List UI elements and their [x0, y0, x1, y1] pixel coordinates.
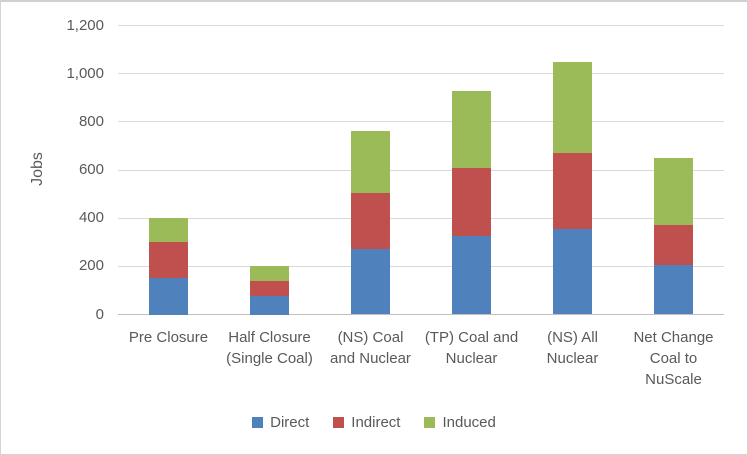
x-category-label-line: (Single Coal) [226, 350, 313, 367]
bar-segment-tp-coal-and-nuclear-direct [452, 236, 491, 315]
bar-segment-half-closure-single-coal-induced [250, 266, 289, 281]
x-category-label-line: Net Change [633, 329, 714, 346]
legend: Direct Indirect Induced [1, 414, 747, 431]
x-category-label-tp-coal-and-nuclear: (TP) Coal and Nuclear [417, 327, 527, 369]
y-tick-label: 400 [78, 209, 104, 227]
x-category-label-line: Coal to [649, 350, 698, 367]
bar-segment-half-closure-single-coal-direct [250, 296, 289, 315]
bar-segment-ns-all-nuclear-direct [553, 229, 592, 315]
bar-segment-ns-all-nuclear-indirect [553, 153, 592, 229]
x-category-label-pre-closure: Pre Closure [114, 327, 224, 348]
bar-segment-tp-coal-and-nuclear-indirect [452, 167, 491, 237]
bar-segment-net-change-coal-to-nuscale-induced [654, 157, 693, 226]
bar-segment-ns-coal-and-nuclear-induced [351, 131, 390, 193]
x-category-label-line: Nuclear [445, 350, 498, 367]
bar-segment-tp-coal-and-nuclear-induced [452, 90, 491, 168]
legend-item-direct: Direct [252, 414, 309, 431]
legend-label-direct: Direct [270, 414, 310, 431]
bar-segment-net-change-coal-to-nuscale-indirect [654, 225, 693, 266]
bar-segment-pre-closure-indirect [149, 242, 188, 279]
bar-segment-ns-coal-and-nuclear-direct [351, 249, 390, 315]
x-category-label-line: (NS) Coal [337, 329, 404, 346]
y-tick-label: 600 [78, 161, 104, 178]
legend-item-induced: Induced [424, 414, 496, 431]
x-category-label-net-change-coal-to-nuscale: Net Change Coal to NuScale [619, 327, 729, 390]
bar-segment-ns-all-nuclear-induced [553, 61, 592, 154]
bar-segment-pre-closure-induced [149, 218, 188, 243]
legend-swatch-icon-direct [252, 417, 264, 428]
y-tick-label: 200 [78, 257, 104, 275]
y-tick-label: 1,000 [66, 64, 104, 82]
x-category-label-line: (TP) Coal and [424, 329, 519, 346]
y-gridline [118, 169, 724, 171]
bar-segment-ns-coal-and-nuclear-indirect [351, 192, 390, 250]
x-category-label-ns-all-nuclear: (NS) All Nuclear [518, 327, 628, 369]
y-gridline [118, 25, 724, 26]
y-tick-label: 800 [78, 112, 104, 130]
y-gridline [118, 217, 724, 219]
x-category-label-line: (NS) All [547, 329, 598, 346]
legend-swatch-icon-indirect [333, 417, 345, 428]
bar-segment-net-change-coal-to-nuscale-direct [654, 265, 693, 315]
y-gridline [118, 121, 724, 123]
bar-segment-pre-closure-direct [149, 278, 188, 315]
legend-swatch-icon-induced [424, 417, 436, 428]
x-category-label-line: and Nuclear [330, 350, 411, 367]
y-gridline [118, 265, 724, 267]
x-category-label-ns-coal-and-nuclear: (NS) Coal and Nuclear [316, 327, 426, 369]
y-gridline [118, 73, 724, 75]
x-category-label-line: Pre Closure [128, 329, 209, 346]
y-tick-label: 1,200 [66, 16, 104, 34]
bar-segment-half-closure-single-coal-indirect [250, 280, 289, 297]
legend-label-indirect: Indirect [351, 414, 401, 431]
y-tick-label: 0 [95, 305, 104, 323]
x-category-label-line: Nuclear [546, 350, 599, 367]
legend-label-induced: Induced [442, 414, 496, 431]
x-category-label-line: NuScale [645, 371, 702, 388]
x-category-label-half-closure-single-coal: Half Closure (Single Coal) [215, 327, 325, 369]
x-category-label-line: Half Closure [228, 329, 311, 346]
x-axis-line [118, 314, 724, 315]
legend-item-indirect: Indirect [333, 414, 400, 431]
